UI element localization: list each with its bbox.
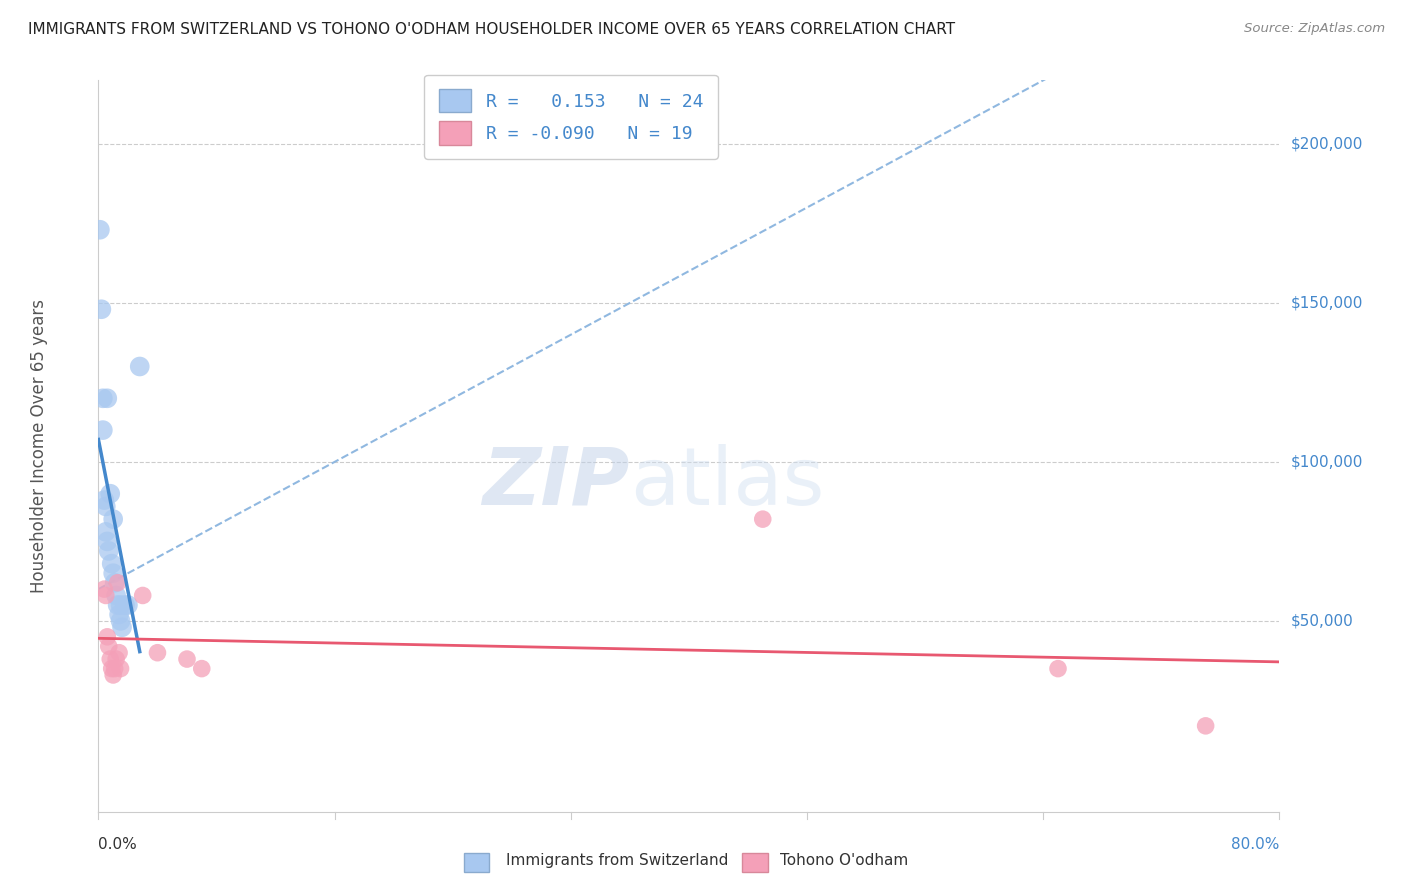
Text: $50,000: $50,000 <box>1291 614 1354 628</box>
Point <box>114 598 136 612</box>
Point <box>117 598 139 612</box>
Text: Source: ZipAtlas.com: Source: ZipAtlas.com <box>1244 22 1385 36</box>
Point <box>97 640 120 654</box>
Point <box>108 607 131 622</box>
Point <box>93 582 115 596</box>
Point <box>752 512 775 526</box>
Text: ZIP: ZIP <box>482 443 630 522</box>
Point <box>128 359 150 374</box>
Text: Householder Income Over 65 years: Householder Income Over 65 years <box>31 299 48 593</box>
Point <box>105 589 128 603</box>
Text: $150,000: $150,000 <box>1291 295 1362 310</box>
Text: $100,000: $100,000 <box>1291 454 1362 469</box>
Text: IMMIGRANTS FROM SWITZERLAND VS TOHONO O'ODHAM HOUSEHOLDER INCOME OVER 65 YEARS C: IMMIGRANTS FROM SWITZERLAND VS TOHONO O'… <box>28 22 955 37</box>
Point <box>89 223 111 237</box>
Point <box>107 575 129 590</box>
Point <box>98 652 121 666</box>
Point <box>94 589 117 603</box>
Point <box>103 512 125 526</box>
Legend: R =   0.153   N = 24, R = -0.090   N = 19: R = 0.153 N = 24, R = -0.090 N = 19 <box>425 75 717 159</box>
Point <box>108 646 131 660</box>
Point <box>146 646 169 660</box>
Text: Immigrants from Switzerland: Immigrants from Switzerland <box>506 854 728 868</box>
Point <box>90 302 112 317</box>
Point <box>96 392 118 406</box>
Point <box>110 598 132 612</box>
Point <box>111 620 134 634</box>
Point <box>132 589 155 603</box>
Point <box>1046 662 1070 676</box>
Point <box>91 392 114 406</box>
Point <box>103 668 125 682</box>
Point <box>1195 719 1218 733</box>
Text: Tohono O'odham: Tohono O'odham <box>780 854 908 868</box>
Point <box>100 557 122 571</box>
Point <box>110 614 132 628</box>
Point <box>96 534 118 549</box>
Point <box>91 423 114 437</box>
Text: 0.0%: 0.0% <box>98 837 138 852</box>
Point <box>191 662 214 676</box>
Point <box>94 500 117 514</box>
Point <box>104 662 127 676</box>
Point <box>93 493 115 508</box>
Point <box>94 524 117 539</box>
Text: atlas: atlas <box>630 443 824 522</box>
Point <box>176 652 198 666</box>
Point <box>96 630 118 644</box>
Text: 80.0%: 80.0% <box>1232 837 1279 852</box>
Text: $200,000: $200,000 <box>1291 136 1362 152</box>
Point <box>107 598 129 612</box>
Point <box>110 662 132 676</box>
Point <box>105 652 128 666</box>
Point <box>97 544 120 558</box>
Point <box>104 575 127 590</box>
Point <box>100 662 122 676</box>
Point <box>103 566 125 581</box>
Point <box>98 486 121 500</box>
